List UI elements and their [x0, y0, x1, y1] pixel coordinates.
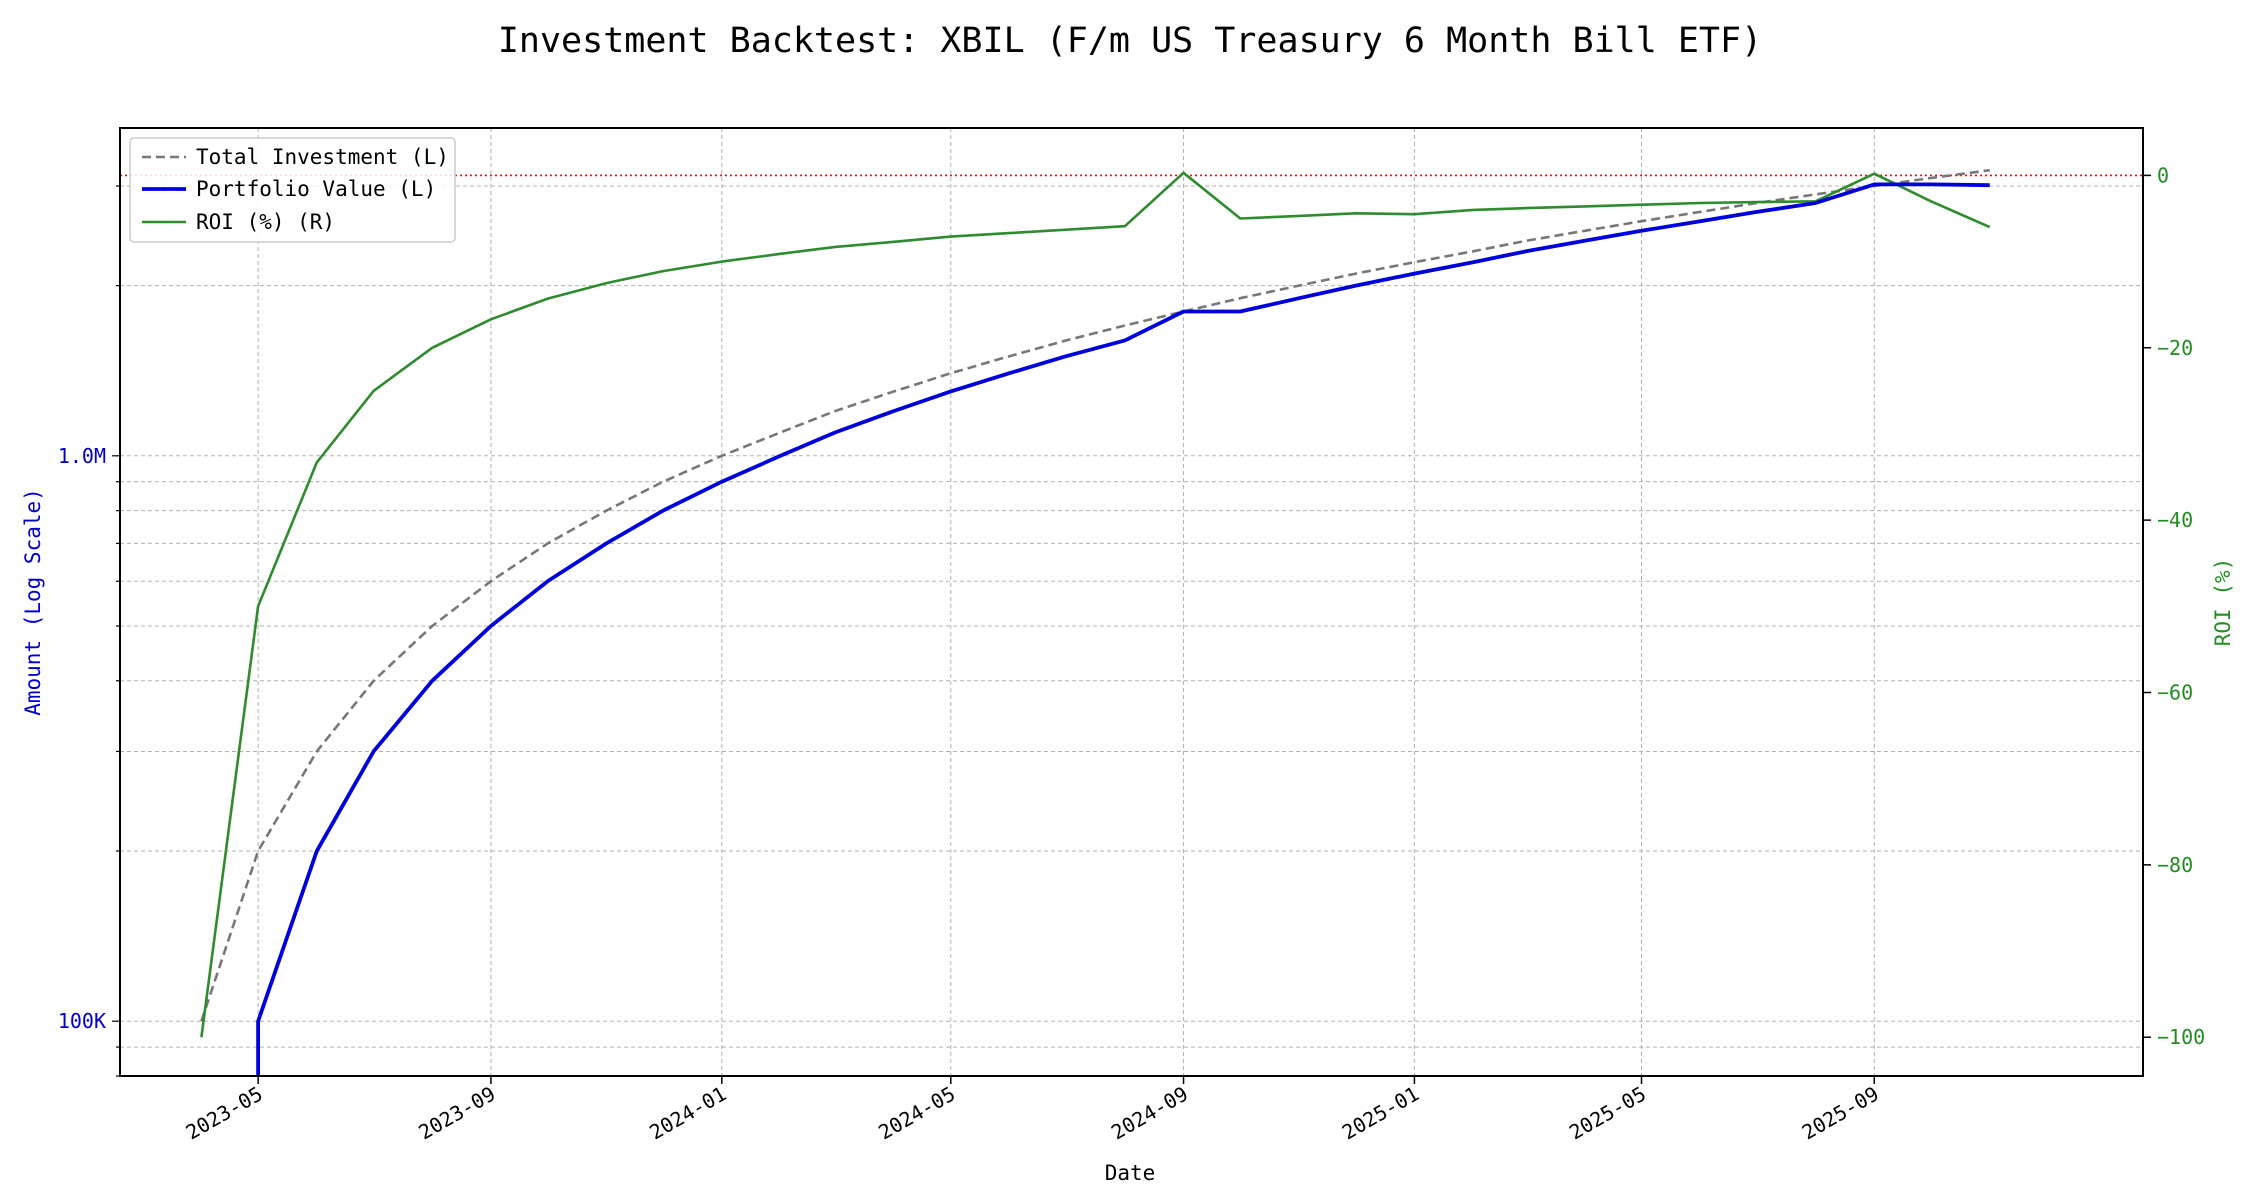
right-tick-label: 0 — [2157, 163, 2169, 187]
legend-label-roi: ROI (%) (R) — [196, 210, 335, 234]
right-tick-label: −20 — [2157, 336, 2193, 360]
right-tick-label: −40 — [2157, 508, 2193, 532]
legend-box — [129, 137, 456, 243]
series-line-portfolio-value — [256, 182, 1990, 1076]
legend-label-portfolio-value: Portfolio Value (L) — [196, 177, 436, 201]
chart-title: Investment Backtest: XBIL (F/m US Treasu… — [498, 21, 1762, 61]
left-axis-ticks: 100K 1.0M — [58, 185, 120, 1077]
left-tick-label: 1.0M — [58, 444, 106, 468]
left-tick-label: 100K — [58, 1009, 106, 1033]
grid-lines — [120, 128, 2143, 1077]
right-tick-label: −60 — [2157, 680, 2193, 704]
plot-area-frame — [119, 127, 2144, 1077]
x-axis-label: Date — [1105, 1161, 1156, 1185]
series-line-roi — [200, 171, 1991, 1038]
left-axis-label: Amount (Log Scale) — [21, 488, 45, 716]
series-layer — [200, 168, 1991, 1076]
right-tick-label: −80 — [2157, 853, 2193, 877]
series-line-total-investment — [200, 168, 1990, 1022]
right-axis-label: ROI (%) — [2211, 558, 2235, 647]
right-tick-label: −100 — [2157, 1025, 2205, 1049]
legend-label-total-investment: Total Investment (L) — [196, 145, 449, 169]
legend: Total Investment (L) Portfolio Value (L)… — [129, 137, 456, 243]
right-axis-ticks: 0 −20 −40 −60 −80 −100 — [2143, 163, 2205, 1049]
